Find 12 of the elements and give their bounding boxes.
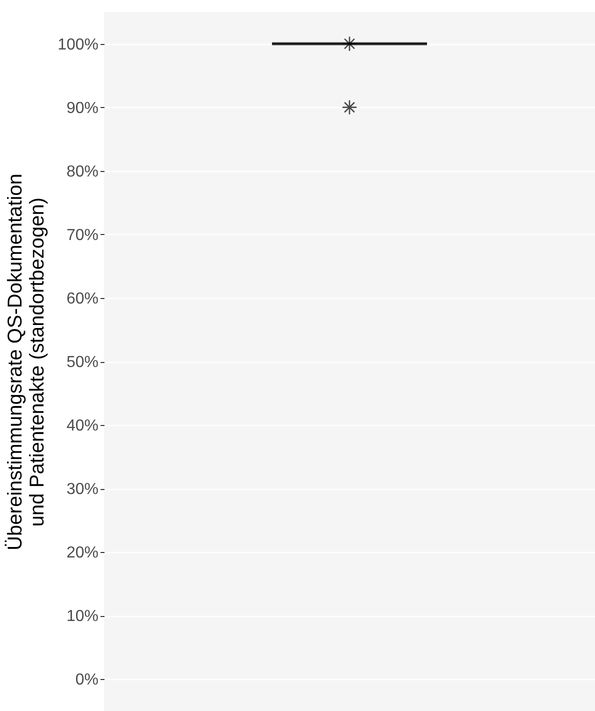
y-tick-label: 0% — [75, 672, 98, 689]
y-tick-label: 40% — [66, 418, 98, 435]
y-tick-label: 60% — [66, 290, 98, 308]
y-tick-label: 50% — [66, 354, 98, 371]
y-axis-title: Übereinstimmungsrate QS-Dokumentation und Patientenakte (standortbezogen) — [4, 174, 49, 550]
y-tick-label: 20% — [66, 544, 98, 562]
y-tick-label: 90% — [66, 100, 98, 117]
y-tick-label: 100% — [58, 36, 98, 54]
y-tick-label: 70% — [66, 226, 98, 244]
y-tick-label: 80% — [66, 163, 98, 180]
y-tick-label: 30% — [66, 481, 98, 498]
y-tick-label: 10% — [66, 608, 98, 626]
